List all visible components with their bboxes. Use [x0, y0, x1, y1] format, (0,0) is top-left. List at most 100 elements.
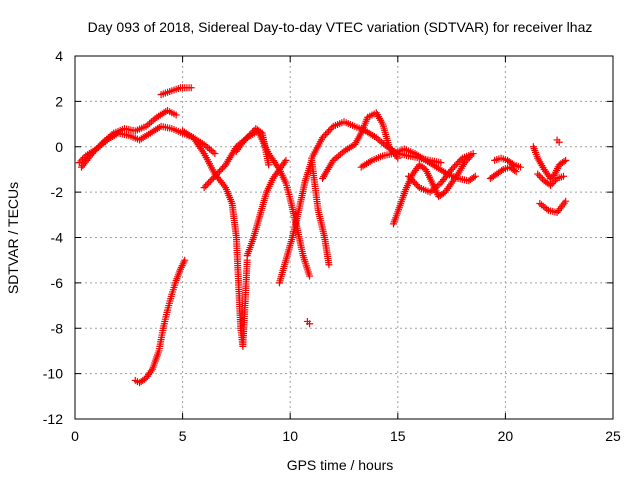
- data-point: [215, 167, 223, 175]
- x-tick-label: 0: [71, 428, 79, 444]
- data-point: [405, 172, 413, 180]
- data-point: [562, 156, 570, 164]
- data-point: [187, 84, 195, 92]
- series-arc-3: [157, 84, 195, 99]
- data-point: [282, 156, 290, 164]
- series-arc-17: [486, 163, 520, 183]
- data-point: [325, 261, 333, 269]
- chart-title: Day 093 of 2018, Sidereal Day-to-day VTE…: [88, 19, 593, 35]
- x-tick-label: 10: [282, 428, 298, 444]
- data-point: [535, 172, 543, 180]
- data-point: [211, 172, 219, 180]
- data-point: [96, 141, 104, 149]
- data-point: [211, 150, 219, 158]
- data-point: [323, 129, 331, 137]
- data-point: [408, 175, 416, 183]
- y-tick-label: -6: [51, 275, 64, 291]
- data-point: [205, 179, 213, 187]
- data-point: [172, 111, 180, 119]
- data-point: [265, 161, 273, 169]
- data-point: [200, 184, 208, 192]
- axis-ticks: [74, 55, 614, 420]
- data-points: [75, 84, 570, 387]
- data-point: [437, 159, 445, 167]
- data-point: [219, 164, 227, 172]
- data-point: [202, 182, 210, 190]
- data-point: [203, 180, 211, 188]
- data-point: [448, 165, 456, 173]
- data-point: [547, 181, 555, 189]
- data-point: [88, 150, 96, 158]
- data-point: [220, 182, 228, 190]
- data-point: [551, 176, 559, 184]
- data-point: [94, 143, 102, 151]
- data-point: [409, 177, 417, 185]
- y-tick-label: -10: [43, 366, 63, 382]
- data-point: [240, 137, 248, 145]
- data-point: [555, 138, 563, 146]
- data-point: [550, 178, 558, 186]
- data-point: [181, 256, 189, 264]
- tick-labels: 0 5 10 15 20 25 -12 -10 -8 -6 -4 -2 0 2 4: [43, 48, 621, 444]
- x-axis-title: GPS time / hours: [287, 457, 394, 473]
- data-point: [325, 127, 333, 135]
- data-point: [214, 169, 222, 177]
- data-point: [247, 130, 255, 138]
- data-point: [320, 132, 328, 140]
- y-tick-label: 4: [55, 48, 63, 64]
- data-point: [249, 128, 257, 136]
- data-point: [90, 148, 98, 156]
- data-point: [244, 133, 252, 141]
- series-arc-19: [534, 170, 568, 189]
- series-arc-4: [131, 256, 189, 387]
- series-arc-10: [303, 317, 314, 328]
- series-arc-8: [243, 156, 290, 260]
- series-arc-6: [200, 127, 314, 280]
- data-point: [411, 179, 419, 187]
- x-tick-label: 15: [390, 428, 406, 444]
- x-tick-label: 25: [605, 428, 621, 444]
- data-point: [242, 135, 250, 143]
- data-point: [239, 138, 247, 146]
- data-point: [245, 131, 253, 139]
- data-point: [406, 174, 414, 182]
- data-point: [91, 146, 99, 154]
- series-arc-21: [553, 136, 563, 146]
- data-point: [516, 163, 524, 171]
- data-point: [97, 140, 105, 148]
- data-point: [328, 124, 336, 132]
- y-tick-label: -12: [43, 411, 63, 427]
- data-point: [93, 145, 101, 153]
- data-point: [206, 177, 214, 185]
- data-point: [209, 174, 217, 182]
- x-tick-label: 20: [498, 428, 514, 444]
- data-point: [543, 205, 551, 213]
- data-point: [470, 173, 478, 181]
- data-point: [511, 167, 519, 175]
- data-point: [548, 180, 556, 188]
- data-point: [414, 182, 422, 190]
- data-point: [318, 134, 326, 142]
- data-point: [498, 167, 506, 175]
- data-point: [449, 164, 457, 172]
- series-arc-12: [318, 109, 402, 183]
- y-tick-label: -8: [51, 320, 64, 336]
- data-point: [512, 168, 520, 176]
- data-point: [454, 159, 462, 167]
- y-tick-label: -2: [51, 184, 64, 200]
- y-tick-label: 2: [55, 93, 63, 109]
- series-arc-16: [491, 154, 524, 171]
- data-point: [322, 130, 330, 138]
- series-arc-9: [275, 156, 333, 287]
- data-point: [212, 171, 220, 179]
- data-point: [306, 320, 314, 328]
- data-point: [455, 157, 463, 165]
- data-point: [562, 197, 570, 205]
- data-point: [326, 126, 334, 134]
- series-arc-2: [77, 106, 180, 171]
- y-tick-label: -4: [51, 230, 64, 246]
- series-arc-5: [179, 127, 251, 350]
- data-point: [217, 166, 225, 174]
- data-point: [560, 172, 568, 180]
